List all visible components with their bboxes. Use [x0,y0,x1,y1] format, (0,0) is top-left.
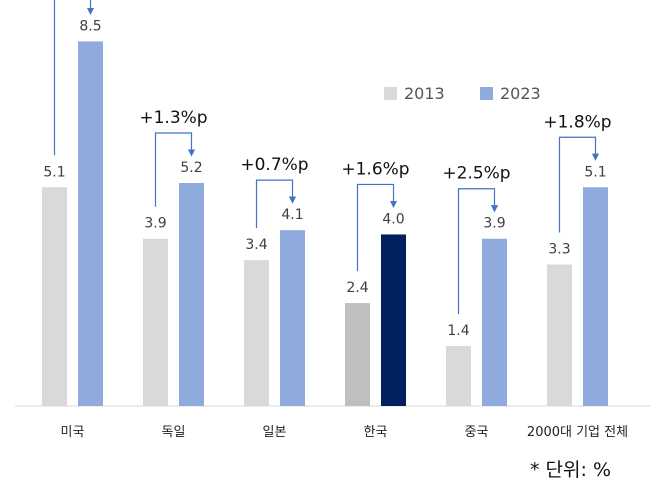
value-label-2023-cat-4: 3.9 [483,216,505,232]
legend-label-2023: 2023 [500,84,541,103]
category-label-cat-4: 중국 [465,425,489,440]
difference-label-cat-3: +1.6%p [341,159,409,179]
bar-2023-cat-2 [280,230,305,406]
difference-connector-cat-1 [154,132,196,207]
value-label-2013-cat-1: 3.9 [144,216,166,232]
value-label-2013-cat-4: 1.4 [447,323,469,339]
bar-2013-cat-3 [345,303,370,406]
difference-connectors [53,0,600,314]
value-label-2013-cat-5: 3.3 [548,241,570,257]
value-label-2023-cat-3: 4.0 [382,211,404,227]
category-label-cat-3: 한국 [364,425,388,440]
value-label-2023-cat-2: 4.1 [281,207,303,223]
category-label-cat-1: 독일 [162,425,186,440]
bar-2013-cat-2 [244,260,269,406]
difference-label-cat-5: +1.8%p [543,112,611,132]
difference-connector-cat-0 [53,0,95,156]
category-label-cat-0: 미국 [61,425,85,440]
bar-2013-cat-4 [446,345,471,406]
difference-label-cat-1: +1.3%p [139,108,207,128]
difference-connector-cat-4 [457,188,499,314]
value-label-2023-cat-1: 5.2 [180,160,202,176]
bar-2023-cat-1 [179,182,204,406]
difference-connector-cat-2 [255,179,297,229]
legend-label-2013: 2013 [404,84,445,103]
bar-2023-cat-4 [482,238,507,406]
value-label-2013-cat-0: 5.1 [43,164,65,180]
bar-2013-cat-5 [547,264,572,406]
legend-swatch-2023 [480,87,493,100]
category-label-cat-5: 2000대 기업 전체 [527,425,628,440]
value-label-2023-cat-5: 5.1 [584,164,606,180]
unit-note: * 단위: % [530,459,611,481]
bars-layer [15,41,650,407]
bar-2023-cat-5 [583,187,608,406]
legend: 2013 2023 [384,84,541,103]
value-label-2013-cat-3: 2.4 [346,280,368,296]
bar-2013-cat-0 [42,187,67,406]
legend-swatch-2013 [384,87,397,100]
labels-layer: 5.18.5미국+3.4%p3.95.2독일+1.3%p3.44.1일본+0.7… [43,18,628,440]
difference-label-cat-2: +0.7%p [240,155,308,175]
bar-2023-cat-0 [78,41,103,406]
bar-2013-cat-1 [143,238,168,406]
value-label-2023-cat-0: 8.5 [79,18,101,34]
bar-2023-cat-3 [381,234,406,406]
value-label-2013-cat-2: 3.4 [245,237,267,253]
category-label-cat-2: 일본 [263,425,287,440]
difference-label-cat-4: +2.5%p [442,164,510,184]
difference-connector-cat-5 [558,136,600,233]
difference-connector-cat-3 [356,183,398,272]
